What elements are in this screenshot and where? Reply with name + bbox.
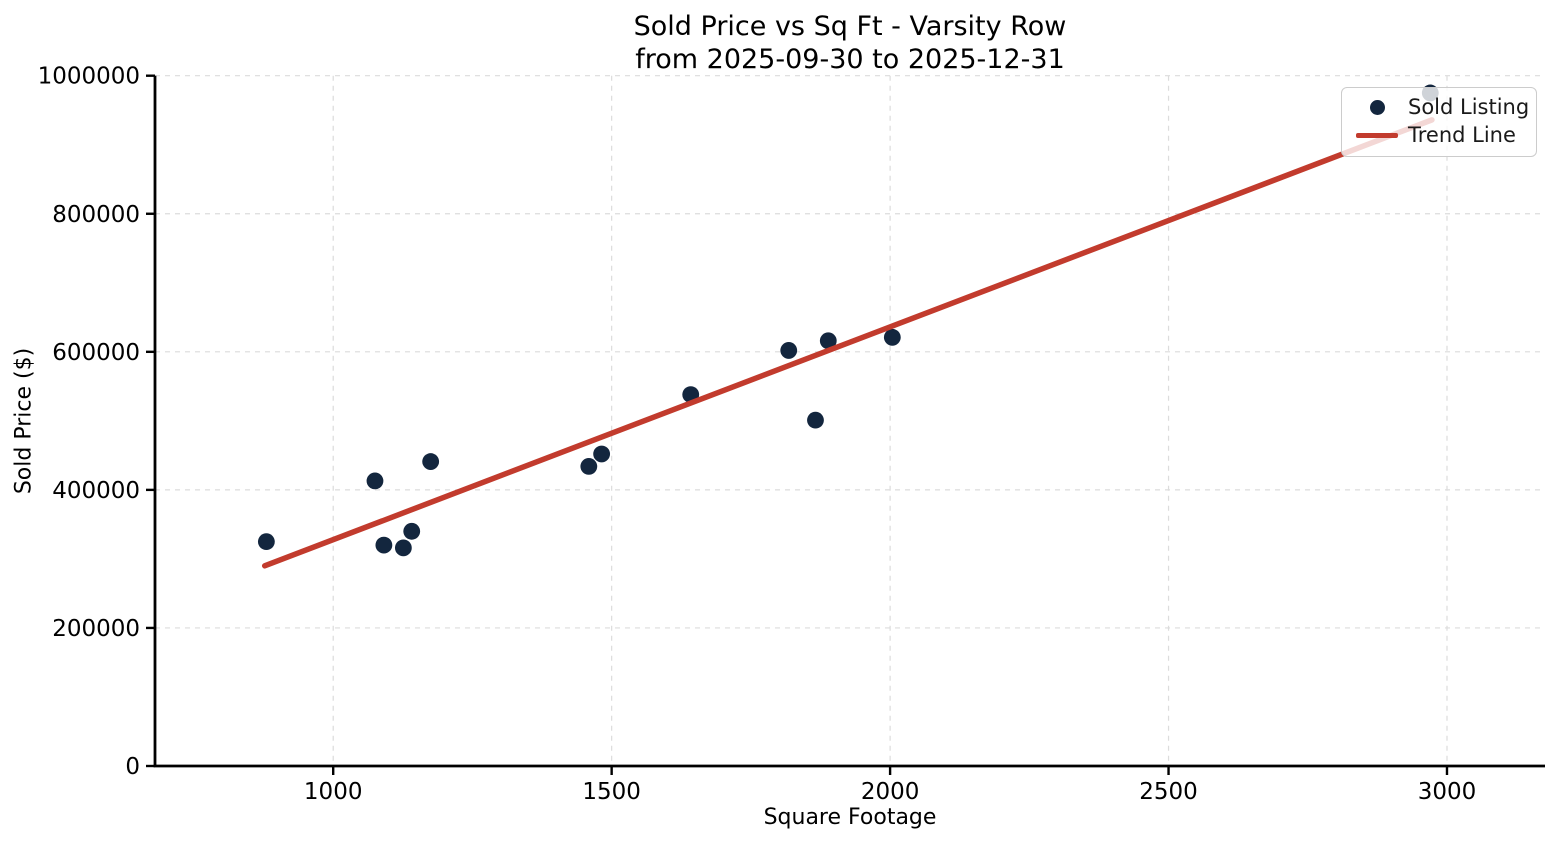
data-point [883, 328, 901, 346]
data-point [257, 533, 275, 551]
y-tick-label: 0 [125, 754, 140, 780]
y-axis-label: Sold Price ($) [11, 347, 37, 495]
chart-title: Sold Price vs Sq Ft - Varsity Row from 2… [155, 10, 1545, 76]
data-point [593, 445, 611, 463]
data-point [422, 453, 440, 470]
y-tick-label: 800000 [52, 202, 140, 228]
trend-line [261, 117, 1435, 569]
x-axis-label: Square Footage [763, 805, 937, 830]
data-point [394, 539, 412, 557]
sold-listing-marker-icon [1369, 99, 1385, 115]
legend-item-sold-listing: Sold Listing [1355, 93, 1530, 121]
x-tick-label: 3000 [1418, 779, 1477, 805]
data-point [375, 536, 393, 554]
data-point [366, 472, 384, 490]
x-tick-label: 2500 [1139, 779, 1198, 805]
y-tick-label: 200000 [52, 616, 140, 642]
x-tick-label: 2000 [861, 779, 920, 805]
data-point [580, 458, 598, 475]
legend-item-trend-line: Trend Line [1355, 121, 1526, 149]
y-tick-label: 600000 [52, 340, 140, 366]
y-tick-label: 1000000 [38, 64, 140, 90]
data-point [807, 411, 824, 429]
legend-label-trend-line: Trend Line [1408, 123, 1516, 147]
chart-title-line1: Sold Price vs Sq Ft - Varsity Row [633, 11, 1067, 42]
data-point [819, 332, 837, 350]
y-tick-label: 400000 [52, 478, 140, 504]
x-tick-label: 1500 [582, 779, 641, 805]
data-point [403, 522, 421, 540]
legend: Sold Listing Trend Line [1341, 87, 1537, 157]
x-tick-label: 1000 [304, 779, 363, 805]
chart-title-line2: from 2025-09-30 to 2025-12-31 [635, 44, 1065, 75]
legend-label-sold-listing: Sold Listing [1408, 95, 1530, 119]
trend-line-swatch-icon [1356, 132, 1398, 138]
data-point [780, 342, 798, 359]
